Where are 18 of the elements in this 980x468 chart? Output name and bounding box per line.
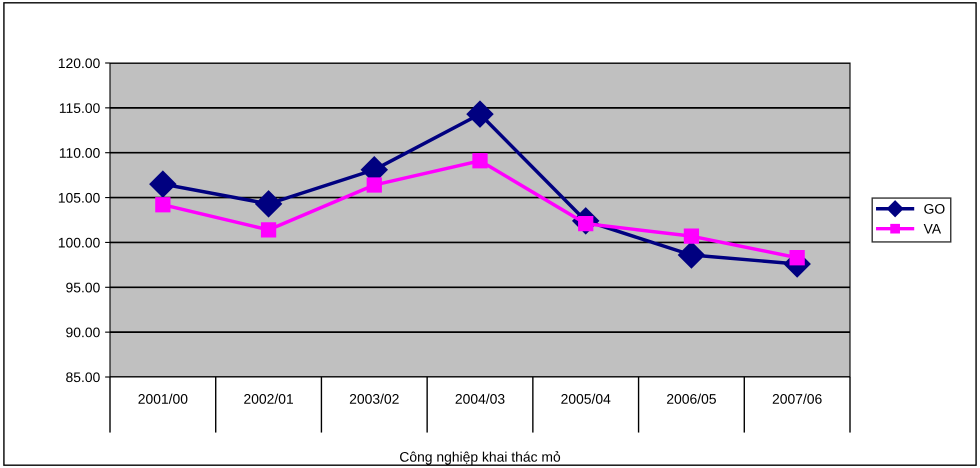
x-tick-label: 2005/04 <box>561 394 610 404</box>
x-axis-title: Công nghiệp khai thác mỏ <box>400 451 560 465</box>
x-tick-label: 2007/06 <box>772 394 822 404</box>
y-tick-label: 115.00 <box>60 103 100 114</box>
x-tick-label: 2003/02 <box>350 394 399 404</box>
legend-label: GO <box>924 204 945 214</box>
x-tick-label: 2002/01 <box>244 394 293 404</box>
y-tick-label: 85.00 <box>66 372 100 382</box>
y-tick-label: 105.00 <box>58 192 100 203</box>
y-tick-label: 120.00 <box>58 58 100 68</box>
x-tick-label: 2001/00 <box>138 394 188 404</box>
legend-label: VA <box>924 224 942 234</box>
y-tick-label: 110.00 <box>60 148 100 158</box>
x-tick-label: 2004/03 <box>456 394 504 404</box>
x-tick-label: 2006/05 <box>667 394 716 404</box>
y-tick-label: 95.00 <box>66 282 100 292</box>
y-tick-label: 90.00 <box>66 327 100 338</box>
y-tick-label: 100.00 <box>58 238 100 248</box>
